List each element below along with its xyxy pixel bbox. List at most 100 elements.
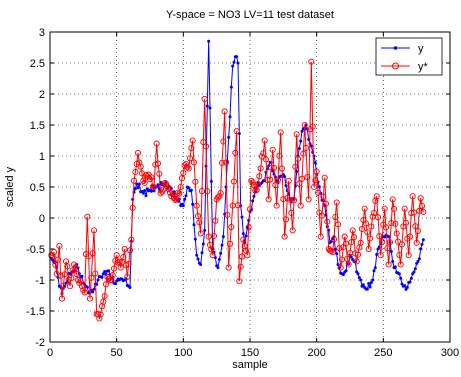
data-point-y (369, 281, 373, 285)
data-point-y-star (117, 264, 124, 271)
x-tick-label: 150 (241, 347, 259, 359)
data-point-y-star (109, 272, 116, 279)
data-point-y (309, 144, 313, 148)
data-point-y-star (397, 261, 404, 268)
data-point-y (199, 263, 203, 266)
data-point-y (191, 202, 195, 206)
data-point-y-star (61, 271, 68, 278)
data-point-y-star (377, 252, 384, 259)
data-point-y-star (406, 233, 414, 240)
data-point-y-star (414, 227, 422, 235)
data-point-y (357, 276, 361, 280)
data-point-y-star (370, 209, 378, 216)
data-point-y-star (90, 227, 98, 234)
data-point-y-star (386, 239, 394, 246)
data-point-y-star (276, 152, 283, 159)
data-point-y-star (176, 190, 183, 197)
data-point-y (183, 197, 187, 201)
legend-y-marker (393, 46, 398, 50)
data-point-y-star (278, 165, 286, 172)
data-point-y-star (221, 108, 228, 115)
data-point-y (371, 278, 375, 282)
data-point-y (141, 191, 145, 195)
data-point-y-star (189, 137, 196, 144)
data-point-y-star (290, 197, 298, 204)
data-point-y (313, 161, 317, 165)
data-point-y-star (114, 259, 122, 266)
data-point-y-star (342, 240, 350, 247)
data-point-y (203, 228, 207, 232)
data-point-y-star (113, 252, 120, 259)
y-tick-label: 1 (39, 151, 45, 163)
data-point-y-star (188, 145, 195, 152)
data-point-y (283, 175, 287, 179)
data-point-y-star (378, 238, 386, 245)
data-point-y (209, 179, 213, 183)
data-point-y (51, 258, 55, 262)
data-point-y-star (402, 219, 410, 226)
data-point-y-star (314, 189, 322, 196)
data-point-y (335, 252, 339, 256)
data-point-y (128, 285, 132, 289)
data-point-y (103, 270, 107, 274)
data-point-y (220, 243, 224, 247)
data-point-y (100, 275, 104, 279)
data-point-y-star (72, 264, 79, 271)
data-point-y-star (150, 183, 158, 191)
data-point-y (91, 290, 95, 294)
data-point-y-star (409, 193, 416, 200)
y-tick-label: 0 (39, 213, 45, 225)
data-point-y-star (130, 177, 138, 184)
data-point-y-star (97, 311, 104, 318)
data-point-y-star (54, 256, 62, 263)
data-point-y-star (362, 220, 370, 227)
data-point-y (193, 237, 197, 241)
data-point-y (391, 260, 395, 263)
data-point-y-star (418, 202, 426, 209)
data-point-y (341, 273, 345, 277)
data-point-y-star (134, 149, 142, 156)
data-point-y (200, 251, 204, 255)
data-point-y (400, 282, 404, 286)
data-point-y-star (298, 175, 306, 182)
data-point-y (219, 251, 223, 255)
data-point-y-star (78, 283, 86, 290)
legend-box (375, 37, 443, 76)
data-point-y-star (361, 205, 368, 212)
data-point-y-star (285, 177, 292, 184)
data-point-y-star (293, 131, 300, 138)
data-point-y-star (269, 146, 276, 153)
data-point-y-star (240, 236, 247, 243)
data-point-y-star (110, 265, 118, 272)
data-point-y (113, 282, 117, 286)
data-point-y (413, 267, 417, 271)
data-point-y-star (234, 202, 242, 209)
data-point-y-star (244, 252, 251, 259)
data-point-y (201, 242, 205, 246)
data-point-y-star (89, 250, 96, 257)
data-point-y-star (412, 223, 419, 230)
data-point-y (393, 265, 397, 269)
data-point-y-star (324, 218, 331, 225)
y-tick-label: 1.5 (30, 120, 45, 132)
data-point-y-star (173, 196, 180, 203)
data-point-y-star (120, 253, 127, 261)
data-point-y-star (238, 253, 246, 260)
data-point-y (417, 257, 421, 261)
data-point-y-star (401, 205, 408, 212)
data-point-y-star (200, 139, 207, 146)
data-point-y-star (365, 245, 372, 253)
data-point-y-star (81, 289, 88, 296)
y-tick-label: 2 (39, 89, 45, 101)
data-point-y-star (294, 155, 302, 162)
data-point-y (101, 272, 105, 276)
data-point-y-star (56, 242, 63, 249)
data-point-y (107, 269, 111, 273)
data-point-y-star (301, 121, 308, 129)
data-point-y-star (190, 159, 198, 166)
data-point-y (356, 272, 360, 276)
data-point-y-star (101, 293, 108, 300)
data-point-y-star (245, 224, 252, 231)
data-point-y-star (233, 128, 240, 135)
